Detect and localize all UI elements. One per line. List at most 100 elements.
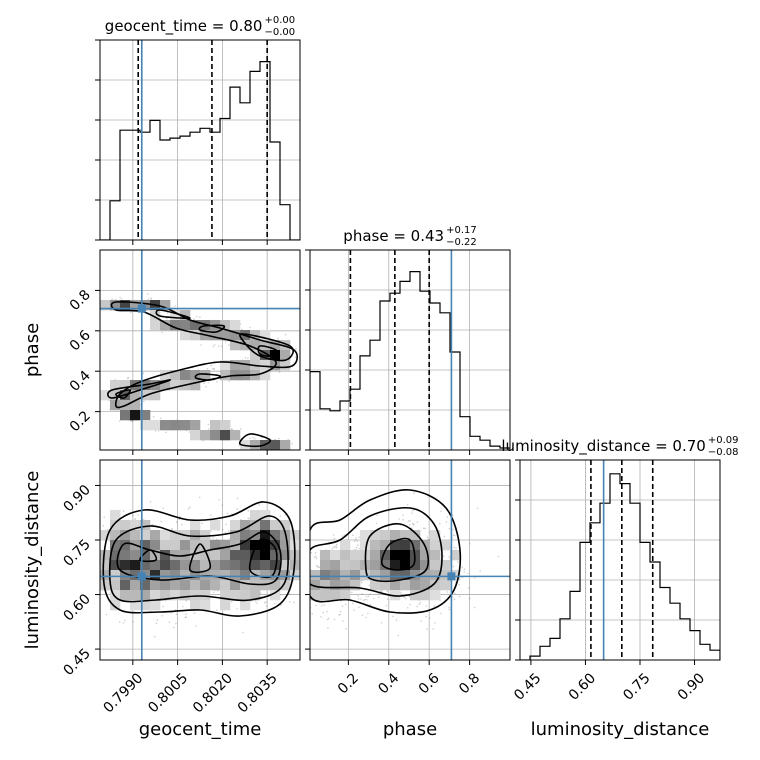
sample-point [175, 613, 178, 616]
density-cell [100, 530, 111, 541]
sample-point [160, 520, 163, 523]
density-cell [130, 530, 141, 541]
contour-line-6 [115, 389, 132, 399]
density-cell [180, 420, 191, 431]
density-cell [360, 570, 371, 581]
density-cell [150, 390, 161, 401]
sample-point [236, 497, 239, 500]
ytick-label-luminosity_distance-3: 0.90 [60, 482, 93, 515]
sample-point [195, 625, 197, 627]
density-cell [190, 600, 201, 611]
density-cell [110, 390, 121, 401]
sample-point [411, 512, 413, 514]
sample-point [150, 297, 152, 299]
sample-point [152, 415, 155, 418]
density-cell [250, 580, 261, 591]
sample-point [416, 521, 419, 523]
density-cell [350, 580, 361, 591]
density-cell [120, 550, 131, 561]
density-cell [150, 310, 161, 321]
density-phase-vs-geocent-time-cells [100, 300, 291, 450]
density-cell [210, 520, 221, 531]
density-cell [330, 550, 341, 561]
ytick-label-luminosity_distance-2: 0.75 [60, 537, 93, 570]
density-cell [160, 300, 171, 311]
contour-line-13 [139, 549, 158, 563]
xaxis-label-luminosity_distance: luminosity_distance [531, 719, 710, 740]
sample-point [118, 420, 121, 422]
density-cell [110, 510, 121, 521]
sample-point [320, 616, 322, 618]
sample-point [118, 621, 121, 623]
sample-point [361, 593, 364, 595]
contour-line-2 [198, 324, 226, 333]
density-cell [230, 430, 241, 441]
density-cell [100, 570, 111, 581]
title-main-geocent_time: geocent_time = 0.80 [105, 17, 263, 36]
density-cell [130, 410, 141, 421]
sample-point [182, 605, 184, 608]
density-cell [320, 560, 331, 571]
density-cell [120, 540, 131, 551]
density-cell [150, 530, 161, 541]
sample-point [369, 593, 372, 595]
sample-point [455, 547, 457, 550]
sample-point [228, 380, 230, 383]
yaxis-label-phase: phase [22, 323, 43, 377]
sample-point [310, 551, 312, 554]
density-cell [260, 340, 271, 351]
sample-point [212, 537, 214, 539]
panel-frame-phase-phase [309, 249, 511, 451]
density-cell [220, 600, 231, 611]
sample-point [154, 430, 157, 432]
sample-point [479, 570, 482, 572]
density-cell [340, 590, 351, 601]
density-cell [270, 580, 281, 591]
density-cell [410, 590, 421, 601]
density-cell [420, 590, 431, 601]
sample-point [103, 516, 105, 519]
density-cell [400, 550, 411, 561]
density-cell [190, 570, 201, 581]
sample-point [126, 377, 129, 380]
sample-point [322, 611, 325, 614]
sample-point [341, 535, 344, 537]
density-cell [120, 590, 131, 601]
density-cell [250, 440, 261, 450]
density-cell [190, 320, 201, 331]
density-cell [280, 570, 291, 581]
density-cell [150, 420, 161, 431]
density-cell [180, 580, 191, 591]
density-cell [280, 550, 291, 561]
sample-point [175, 622, 177, 625]
sample-point [175, 521, 178, 523]
density-cell [410, 530, 421, 541]
sample-point [442, 555, 445, 557]
density-cell [240, 530, 251, 541]
title-main-phase: phase = 0.43 [343, 227, 444, 245]
ytick-label-luminosity_distance-1: 0.60 [60, 591, 93, 624]
sample-point [129, 311, 132, 314]
contour-line-9 [102, 501, 296, 617]
sample-point [315, 557, 318, 560]
sample-point [352, 602, 354, 605]
density-cell [100, 390, 111, 401]
density-cell [220, 370, 231, 381]
sample-point [432, 628, 435, 630]
density-cell [270, 520, 281, 531]
sample-point [461, 566, 464, 569]
sample-point [386, 598, 389, 600]
sample-point [202, 439, 205, 442]
sample-point [185, 600, 187, 602]
density-cell [140, 600, 151, 611]
sample-point [333, 618, 336, 621]
density-cell [290, 570, 300, 581]
density-cell [400, 570, 411, 581]
density-cell [440, 580, 451, 591]
sample-point [408, 524, 411, 526]
density-cell [400, 540, 411, 551]
density-cell [390, 580, 401, 591]
sample-point [166, 312, 169, 314]
sample-point [357, 595, 360, 597]
sample-point [361, 614, 364, 616]
